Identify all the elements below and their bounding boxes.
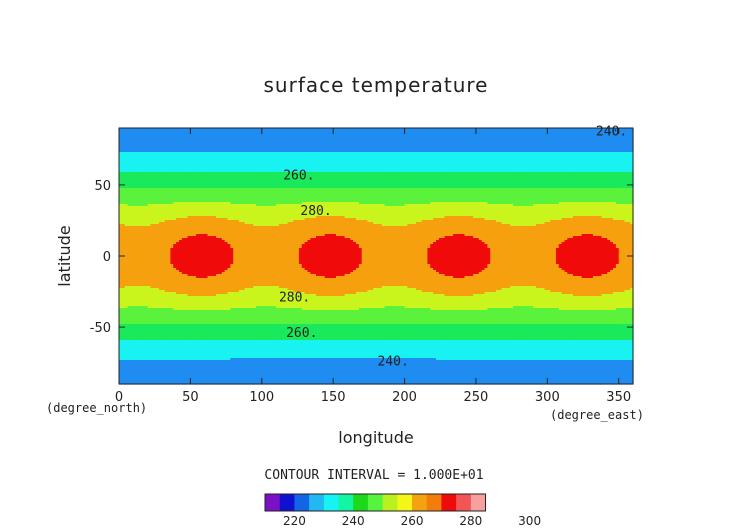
- plot-area: [119, 128, 634, 385]
- chart-title: surface temperature: [264, 73, 489, 97]
